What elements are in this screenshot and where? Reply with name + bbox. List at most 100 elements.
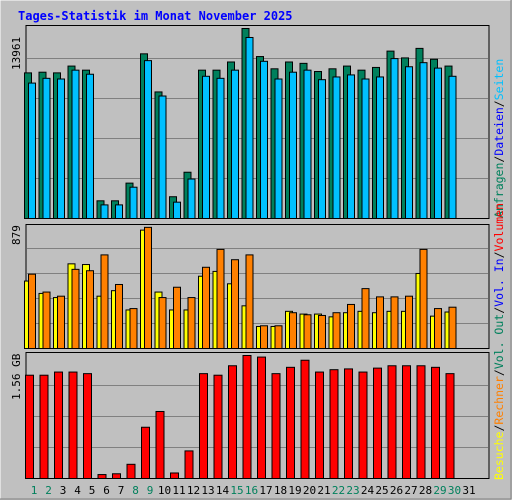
volume-bar <box>39 374 49 480</box>
sites-bar <box>361 288 370 349</box>
x-tick-label: 12 <box>187 484 200 497</box>
files-bar <box>144 60 152 219</box>
right-legend-requests: Anfragen/Dateien/Seiten <box>492 59 506 218</box>
volume-bar <box>315 371 324 479</box>
files-bar <box>260 60 268 219</box>
volume-bar <box>358 371 368 479</box>
x-tick-label: 3 <box>60 484 67 497</box>
sites-bar <box>231 259 239 350</box>
sites-bar <box>376 296 384 350</box>
sites-bar <box>42 291 51 349</box>
volume-bar <box>170 472 179 480</box>
files-bar <box>448 75 457 219</box>
volume-bar <box>431 366 440 480</box>
volume-bar <box>242 355 252 479</box>
legend-part: Dateien <box>492 107 506 155</box>
volume-bar <box>271 373 281 479</box>
x-tick-label: 26 <box>390 484 403 497</box>
x-tick-label: 7 <box>118 484 125 497</box>
files-bar <box>173 201 181 220</box>
volume-bar <box>112 473 121 479</box>
volume-bar <box>329 369 339 480</box>
volume-bar <box>257 356 266 480</box>
files-bar <box>289 71 297 220</box>
files-bar <box>28 82 36 219</box>
volume-bar <box>416 365 426 479</box>
sites-bar <box>187 297 196 349</box>
legend-part: / <box>492 425 506 432</box>
volume-bar <box>286 366 295 480</box>
x-tick-label: 11 <box>172 484 185 497</box>
sites-bar <box>347 303 355 350</box>
x-tick-label: 1 <box>31 484 38 497</box>
files-bar <box>332 76 341 219</box>
x-tick-label: 9 <box>147 484 154 497</box>
volume-bar <box>141 426 150 479</box>
sites-bar <box>28 273 36 349</box>
x-tick-label: 8 <box>132 484 139 497</box>
files-bar <box>187 178 196 219</box>
x-tick-label: 15 <box>230 484 243 497</box>
x-tick-label: 21 <box>317 484 330 497</box>
volume-bar <box>54 371 63 479</box>
files-bar <box>318 79 326 220</box>
files-bar <box>419 62 428 220</box>
legend-part: / <box>492 307 506 314</box>
x-tick-label: 24 <box>361 484 375 497</box>
files-bar <box>216 77 225 219</box>
volume-bar <box>387 365 397 479</box>
sites-bar <box>289 312 297 349</box>
x-tick-label: 17 <box>259 484 272 497</box>
sites-bar <box>332 312 341 349</box>
sites-bar <box>274 325 283 349</box>
files-bar <box>71 69 80 219</box>
x-tick-label: 25 <box>375 484 388 497</box>
files-bar <box>245 36 254 219</box>
files-bar <box>129 186 138 219</box>
volume-bar <box>402 365 411 479</box>
x-tick-label: 27 <box>404 484 417 497</box>
files-bar <box>231 69 239 219</box>
sites-bar <box>86 270 94 349</box>
legend-part: / <box>492 156 506 163</box>
sites-bar <box>390 296 399 350</box>
sites-bar <box>173 286 181 349</box>
volume-bar <box>68 371 78 479</box>
x-tick-label: 2 <box>45 484 52 497</box>
sites-bar <box>144 226 152 350</box>
x-tick-label: 10 <box>158 484 171 497</box>
volume-bar <box>344 368 353 479</box>
files-bar <box>405 66 413 219</box>
x-tick-label: 28 <box>419 484 432 497</box>
x-tick-label: 23 <box>346 484 359 497</box>
legend-part: Rechner <box>492 376 506 425</box>
volume-bar <box>184 450 194 479</box>
files-bar <box>303 69 312 219</box>
x-tick-label: 18 <box>274 484 287 497</box>
legend-part: / <box>492 100 506 107</box>
x-tick-label: 29 <box>433 484 446 497</box>
files-bar <box>42 77 51 219</box>
x-tick-label: 4 <box>74 484 81 497</box>
volume-bar <box>126 463 136 479</box>
x-tick-label: 30 <box>448 484 461 497</box>
sites-bar <box>216 248 225 349</box>
x-tick-label: 19 <box>288 484 301 497</box>
files-bar <box>202 75 210 219</box>
legend-part: Besuche <box>492 431 506 480</box>
files-bar <box>158 95 167 219</box>
files-bar <box>100 204 109 219</box>
volume-bar <box>97 474 107 479</box>
sites-bar <box>448 306 457 349</box>
sites-bar <box>419 248 428 349</box>
volume-bar <box>199 373 208 479</box>
sites-bar <box>260 325 268 349</box>
chart-title: Tages-Statistik im Monat November 2025 <box>18 9 293 23</box>
volume-bar <box>300 359 310 480</box>
files-bar <box>57 78 65 220</box>
sites-bar <box>100 254 109 349</box>
x-axis-labels: 1 2 3 4 5 6 7 8 9 10 11 12 13 14 15 16 17 18 19 20 21 22 23 24 2… <box>31 484 476 497</box>
volume-bar <box>25 374 34 480</box>
files-bar <box>86 73 94 219</box>
